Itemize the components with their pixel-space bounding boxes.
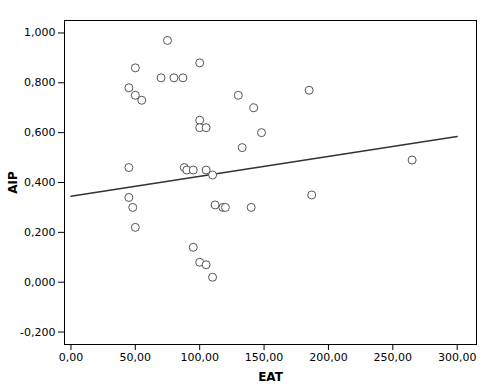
svg-text:0,200: 0,200	[24, 226, 56, 239]
svg-text:-0,200: -0,200	[20, 326, 55, 339]
svg-text:0,000: 0,000	[24, 276, 56, 289]
svg-text:EAT: EAT	[258, 370, 284, 384]
svg-text:300,00: 300,00	[438, 351, 477, 364]
svg-text:0,600: 0,600	[24, 126, 56, 139]
svg-text:50,00: 50,00	[120, 351, 152, 364]
svg-text:250,00: 250,00	[374, 351, 413, 364]
svg-text:100,00: 100,00	[180, 351, 219, 364]
svg-text:AIP: AIP	[6, 171, 20, 194]
svg-text:0,400: 0,400	[24, 176, 56, 189]
svg-text:150,00: 150,00	[245, 351, 284, 364]
svg-text:1,000: 1,000	[24, 26, 56, 39]
svg-text:0,800: 0,800	[24, 76, 56, 89]
svg-text:0,00: 0,00	[59, 351, 84, 364]
svg-text:200,00: 200,00	[309, 351, 348, 364]
